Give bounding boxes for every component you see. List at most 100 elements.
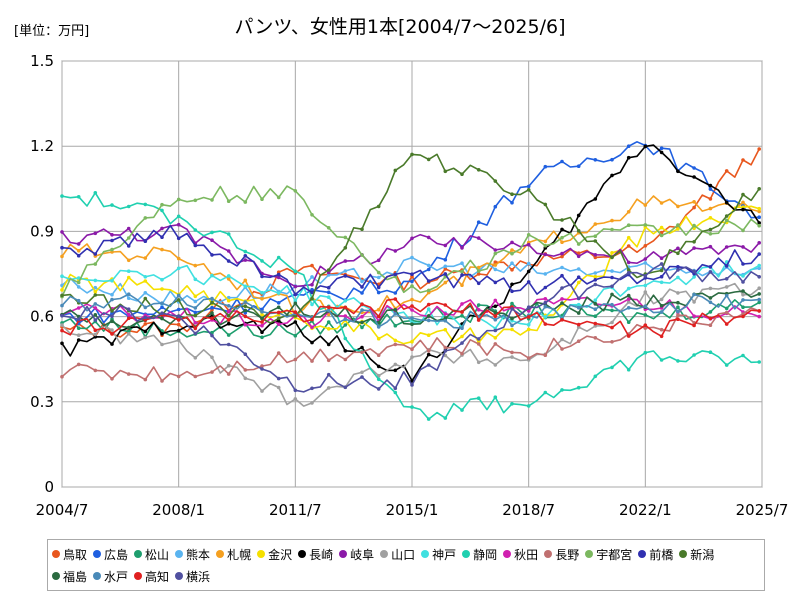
series-point: [376, 307, 381, 312]
series-point: [741, 200, 745, 205]
series-point: [60, 323, 64, 327]
series-point: [93, 368, 98, 373]
series-point: [143, 377, 148, 382]
series-point: [476, 308, 481, 312]
legend-label: 長崎: [309, 547, 334, 562]
series-point: [93, 285, 98, 290]
series-point: [426, 333, 431, 338]
legend-marker: [544, 550, 553, 558]
series-point: [460, 334, 464, 339]
series-point: [93, 293, 98, 297]
series-point: [426, 349, 431, 353]
series-point: [560, 254, 564, 259]
series-point: [576, 311, 581, 315]
series-point: [176, 266, 181, 271]
series-point: [243, 304, 248, 309]
series-point: [343, 269, 348, 273]
series-point: [659, 358, 664, 362]
series-point: [626, 210, 631, 214]
series-point: [160, 311, 164, 316]
series-point: [576, 339, 581, 344]
series-point: [160, 332, 164, 336]
series-point: [443, 312, 448, 316]
series-point: [593, 234, 598, 238]
series-point: [193, 306, 198, 310]
series-point: [210, 273, 214, 278]
series-point: [476, 272, 481, 276]
series-point: [393, 291, 398, 295]
series-point: [260, 335, 264, 340]
series-point: [724, 310, 729, 315]
series-point: [326, 320, 331, 324]
series-point: [543, 315, 548, 319]
series-point: [757, 266, 761, 271]
series-point: [493, 328, 498, 333]
series-point: [708, 227, 713, 232]
series-point: [610, 340, 614, 344]
series-point: [526, 233, 531, 237]
series-point: [76, 326, 81, 331]
legend-marker: [298, 550, 307, 558]
series-point: [443, 272, 448, 276]
series-point: [626, 235, 631, 240]
series-point: [410, 405, 414, 409]
legend-marker: [52, 550, 60, 558]
series-point: [510, 251, 514, 256]
series-point: [543, 304, 548, 309]
series-point: [143, 335, 148, 340]
series-point: [560, 337, 564, 342]
series-point: [226, 274, 231, 278]
series-point: [493, 298, 498, 303]
series-point: [643, 203, 648, 207]
series-point: [443, 267, 448, 271]
series-point: [659, 225, 664, 230]
series-point: [243, 308, 248, 313]
legend-marker: [175, 572, 184, 580]
series-point: [708, 300, 713, 305]
series-point: [193, 277, 198, 282]
series-point: [160, 226, 164, 231]
series-point: [741, 314, 745, 319]
series-point: [757, 360, 761, 364]
series-point: [260, 330, 264, 335]
series-point: [493, 314, 498, 319]
series-point: [576, 251, 581, 255]
series-point: [692, 353, 696, 357]
series-point: [493, 336, 498, 340]
series-point: [110, 278, 114, 283]
series-point: [360, 375, 364, 379]
series-point: [276, 195, 281, 200]
series-point: [493, 263, 498, 267]
series-point: [426, 363, 431, 367]
series-point: [126, 204, 131, 209]
series-point: [243, 249, 248, 254]
series-point: [260, 259, 264, 263]
series-point: [708, 350, 713, 355]
series-point: [160, 379, 164, 383]
series-point: [126, 372, 131, 376]
series-point: [93, 306, 98, 310]
series-point: [360, 302, 364, 307]
legend-label: 静岡: [473, 547, 498, 562]
series-point: [510, 350, 514, 355]
series-point: [410, 316, 414, 320]
series-point: [493, 342, 498, 346]
series-point: [326, 372, 331, 377]
series-point: [193, 356, 198, 360]
series-point: [526, 404, 531, 408]
series-point: [708, 197, 713, 201]
series-point: [526, 184, 531, 189]
series-point: [659, 268, 664, 273]
series-point: [676, 309, 680, 314]
series-point: [310, 296, 314, 301]
series-point: [376, 373, 381, 378]
series-point: [460, 261, 464, 266]
series-point: [643, 244, 648, 248]
series-point: [659, 262, 664, 266]
series-point: [326, 270, 331, 275]
series-point: [593, 336, 598, 340]
series-point: [526, 261, 531, 266]
series-point: [276, 305, 281, 310]
series-point: [293, 301, 298, 306]
series-point: [310, 359, 314, 363]
